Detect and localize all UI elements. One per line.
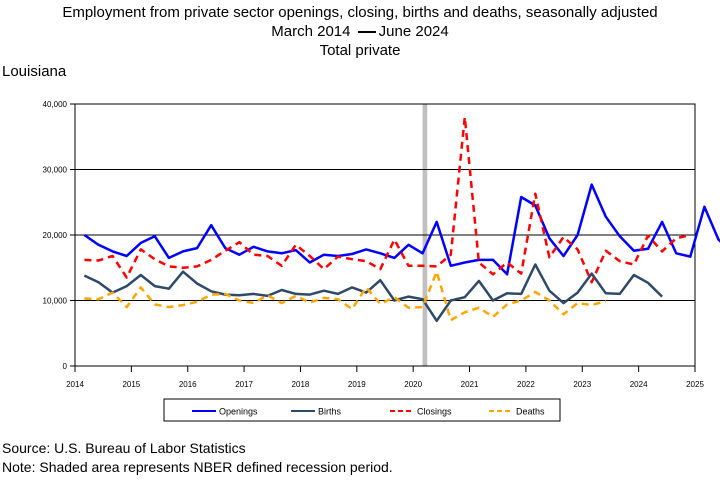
recession-note: Note: Shaded area represents NBER define…	[2, 459, 393, 475]
x-tick-label: 2017	[235, 380, 253, 389]
x-tick-label: 2022	[517, 380, 535, 389]
legend-box	[163, 398, 561, 422]
series-line-deaths	[84, 270, 607, 322]
series-line-closings	[84, 115, 691, 284]
x-tick-label: 2018	[292, 380, 310, 389]
legend-label-deaths: Deaths	[516, 407, 545, 417]
y-tick-label: 10,000	[43, 297, 68, 306]
date-range-end: June 2024	[378, 23, 449, 40]
x-tick-label: 2020	[404, 380, 422, 389]
x-tick-label: 2021	[461, 380, 479, 389]
y-tick-label: 40,000	[43, 100, 68, 109]
y-tick-label: 30,000	[43, 166, 68, 175]
legend-label-births: Births	[318, 407, 342, 417]
legend-label-openings: Openings	[219, 407, 258, 417]
x-tick-label: 2015	[122, 380, 140, 389]
x-tick-label: 2019	[348, 380, 366, 389]
employment-line-chart: 0 10,000 20,000 30,000 40,000 2014 2015 2016 201…	[43, 100, 720, 422]
chart-date-range: March 2014 June 2024	[0, 22, 720, 41]
x-tick-label: 2023	[573, 380, 591, 389]
x-tick-label: 2016	[179, 380, 197, 389]
dash-line-icon	[357, 31, 376, 34]
date-range-start: March 2014	[271, 23, 351, 40]
series-line-births	[83, 263, 663, 323]
x-tick-label: 2025	[686, 380, 704, 389]
geography-label: Louisiana	[2, 63, 67, 80]
chart-subtitle: Total private	[319, 42, 401, 59]
legend-label-closings: Closings	[417, 407, 452, 417]
x-tick-label: 2014	[66, 380, 84, 389]
x-tick-label: 2024	[630, 380, 648, 389]
y-tick-label: 0	[63, 362, 68, 371]
y-tick-label: 20,000	[43, 231, 68, 240]
source-note: Source: U.S. Bureau of Labor Statistics	[2, 440, 246, 456]
plot-frame	[74, 103, 696, 367]
series-line-openings	[83, 183, 720, 276]
chart-title: Employment from private sector openings,…	[62, 4, 658, 21]
